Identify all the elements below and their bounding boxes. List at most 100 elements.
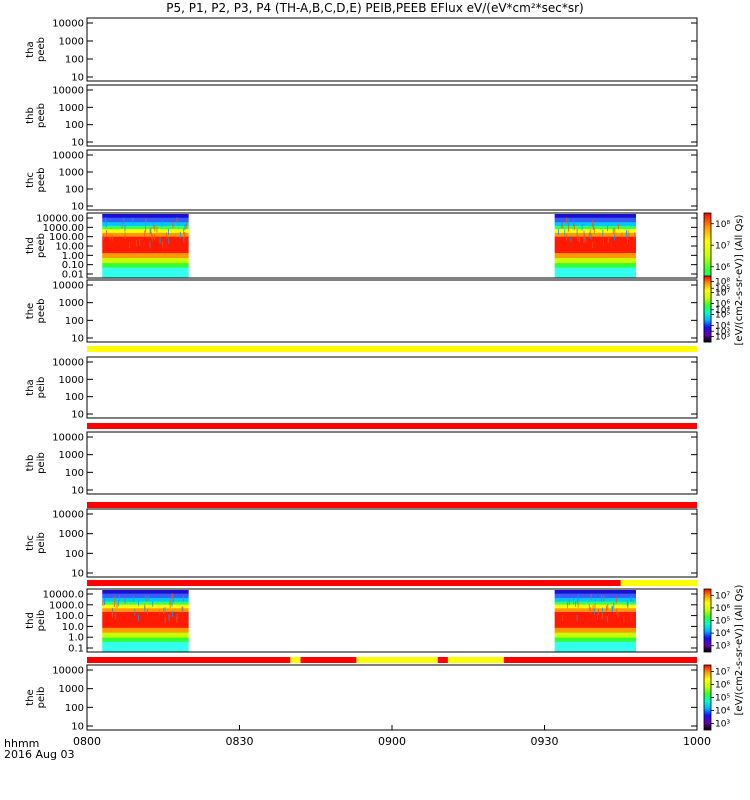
- spectrogram-streak: [576, 228, 578, 236]
- spectrogram-streak: [627, 237, 629, 244]
- spectrogram-streak: [621, 232, 623, 239]
- y-tick-label: 100: [65, 392, 84, 403]
- status-bar-segment: [620, 580, 697, 586]
- colorbar-tick-label: 10³: [715, 642, 730, 652]
- colorbar-tick-label: 10³: [715, 333, 730, 343]
- spectrogram-streak: [600, 594, 602, 601]
- y-tick-label: 1000: [59, 450, 84, 461]
- spectrogram-streak: [162, 241, 164, 248]
- y-tick-label: 100: [65, 120, 84, 131]
- spectrogram-streak: [102, 599, 104, 607]
- panel-product-label: peeb: [36, 37, 47, 62]
- panel-product-label: peib: [36, 610, 47, 632]
- y-tick-label: 1000: [59, 684, 84, 695]
- spectrogram-streak: [134, 609, 136, 616]
- spectrogram-streak: [589, 229, 591, 236]
- x-tick-label: 0800: [73, 735, 101, 748]
- y-tick-label: 1000: [59, 37, 84, 48]
- spectrogram-streak: [630, 595, 632, 602]
- spectrogram-streak: [598, 608, 600, 615]
- spectrogram-streak: [156, 226, 158, 233]
- panel-frame: [86, 664, 698, 731]
- spectrogram-streak: [147, 595, 149, 602]
- panel-product-label: peeb: [36, 168, 47, 193]
- spectrogram-streak: [626, 600, 628, 607]
- spectrogram-band: [554, 229, 636, 234]
- spectrogram-streak: [573, 223, 575, 231]
- spectrogram-band: [102, 601, 189, 606]
- x-tick-label: 1000: [683, 735, 711, 748]
- spectrogram-streak: [168, 228, 170, 236]
- y-tick-label: 10000: [52, 666, 84, 677]
- y-tick-label: 10: [71, 138, 84, 149]
- status-bar-segment: [87, 502, 697, 508]
- panel-frame: [86, 588, 698, 653]
- spectrogram-streak: [593, 227, 595, 234]
- spectrogram-streak: [114, 601, 116, 608]
- colorbar-tick-label: 10⁵: [715, 311, 730, 321]
- panel-frame: [86, 149, 698, 211]
- spectrogram-streak: [630, 614, 632, 621]
- spectrogram-streak: [164, 617, 166, 624]
- spectrogram-streak: [625, 231, 627, 239]
- colorbar-title: [eV/(cm2-s-sr-eV)] (All Qs): [734, 214, 745, 345]
- spectrogram-band: [554, 217, 636, 223]
- colorbar: [703, 275, 712, 343]
- panel-probe-label: tha: [25, 379, 36, 395]
- spectrogram-streak: [104, 217, 106, 224]
- spectrogram-streak: [145, 595, 147, 602]
- panel-probe-label: thc: [25, 535, 36, 551]
- spectrogram-band: [102, 263, 189, 269]
- spectrogram-streak: [557, 228, 559, 236]
- spectrogram-band: [554, 590, 636, 595]
- spectrogram-streak: [574, 600, 576, 607]
- colorbar: [703, 588, 712, 653]
- spectrogram-band: [554, 263, 636, 269]
- spectrogram-band: [554, 632, 636, 639]
- status-bar-segment: [87, 423, 697, 429]
- panel-product-label: peib: [36, 377, 47, 399]
- spectrogram-streak: [570, 235, 572, 242]
- spectrogram-streak: [105, 229, 107, 237]
- spectrogram-streak: [163, 607, 165, 615]
- spectrogram-band: [102, 232, 189, 238]
- panel-probe-label: thb: [25, 455, 36, 472]
- colorbar-tick-label: 10⁶: [715, 263, 730, 273]
- panel-frame: [86, 279, 698, 343]
- y-tick-label: 10000.0: [43, 590, 84, 601]
- spectrogram-band: [102, 258, 189, 264]
- spectrogram-streak: [577, 601, 579, 608]
- colorbar-tick-label: 10⁷: [715, 668, 730, 678]
- y-tick-label: 10: [71, 722, 84, 733]
- spectrogram-streak: [159, 237, 161, 244]
- status-bar-segment: [87, 657, 291, 663]
- spectrogram-band: [554, 611, 636, 629]
- spectrogram-band: [554, 214, 636, 219]
- spectrogram-streak: [611, 605, 613, 612]
- colorbar-tick-label: 10⁵: [715, 284, 730, 294]
- y-tick-label: 0.1: [68, 644, 84, 655]
- x-tick-label: 0930: [531, 735, 559, 748]
- colorbar-title: [eV/(cm2-s-sr-eV)] (All Qs): [734, 584, 745, 715]
- spectrogram-streak: [137, 614, 139, 621]
- spectrogram-streak: [129, 241, 131, 249]
- spectrogram-streak: [595, 595, 597, 602]
- spectrogram-band: [554, 236, 636, 254]
- panel-product-label: peeb: [36, 299, 47, 324]
- spectrogram-streak: [136, 240, 138, 247]
- spectrogram-streak: [124, 232, 126, 239]
- panel-frame: [86, 356, 698, 419]
- spectrogram-streak: [591, 220, 593, 227]
- colorbar-tick-label: 10⁵: [715, 694, 730, 704]
- y-tick-label: 100: [65, 703, 84, 714]
- colorbar-tick-label: 10⁴: [715, 306, 730, 316]
- spectrogram-streak: [616, 608, 618, 615]
- spectrogram-streak: [124, 597, 126, 604]
- spectrogram-streak: [611, 605, 613, 612]
- y-tick-label: 1000: [59, 375, 84, 386]
- spectrogram-streak: [149, 241, 151, 248]
- spectrogram-streak: [605, 605, 607, 612]
- spectrogram-streak: [573, 219, 575, 227]
- spectrogram-streak: [613, 602, 615, 609]
- spectrogram-streak: [632, 596, 634, 604]
